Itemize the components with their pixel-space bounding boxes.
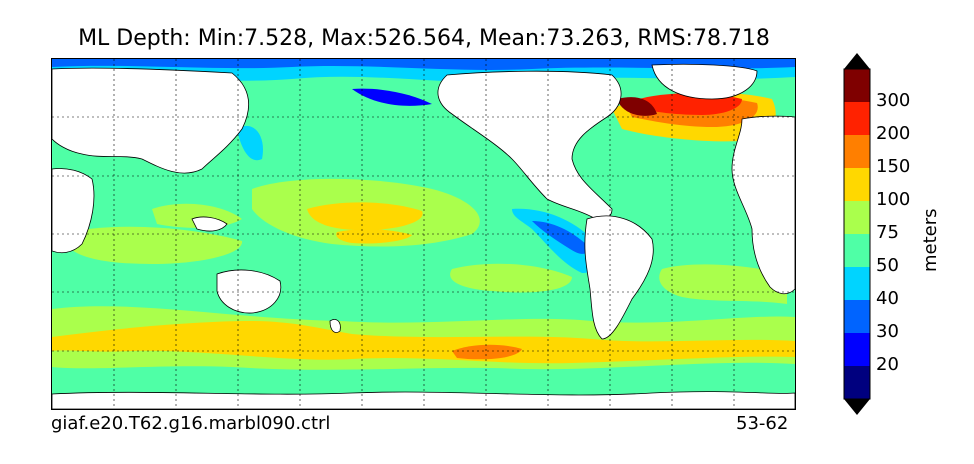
colorbar-segment-lt20: [844, 366, 870, 399]
europe-africa-land: [731, 115, 795, 295]
kuroshio-shallow-strip: [237, 125, 263, 161]
colorbar-units-label: meters: [920, 208, 941, 272]
case-name-label: giaf.e20.T62.g16.marbl090.ctrl: [51, 413, 331, 434]
new-zealand-land: [329, 319, 341, 333]
arctic-deep-blue-patches: [52, 59, 795, 70]
colorbar-tick-20: 20: [876, 354, 899, 375]
south-indian-yellow-green-patch: [62, 226, 243, 264]
colorbar-segment-150-200: [844, 135, 870, 168]
colorbar-segment-100-150: [844, 168, 870, 201]
colorbar-frame: [843, 68, 871, 400]
north-pacific-coastal-deep: [352, 88, 432, 106]
indonesia-land: [191, 216, 228, 232]
eurasia-west-land: [52, 67, 249, 174]
eastern-pacific-shallow-strip: [512, 208, 597, 274]
colorbar-segment-20-30: [844, 333, 870, 366]
south-america-land: [584, 215, 654, 340]
colorbar-tick-30: 30: [876, 321, 899, 342]
colorbar-segment-200-300: [844, 102, 870, 135]
southern-ocean-orange-patch: [452, 344, 522, 360]
colorbar-segment-30-40: [844, 300, 870, 333]
colorbar-segment-gt300: [844, 69, 870, 102]
colorbar-tick-50: 50: [876, 255, 899, 276]
australia-land: [216, 269, 282, 314]
colorbar-tick-150: 150: [876, 156, 911, 177]
colorbar-top-arrow: [844, 53, 870, 69]
greenland-land: [651, 63, 758, 100]
colorbar-tick-100: 100: [876, 189, 911, 210]
mixed-layer-depth-map: [51, 58, 796, 410]
colorbar-tick-75: 75: [876, 222, 899, 243]
chart-title: ML Depth: Min:7.528, Max:526.564, Mean:7…: [78, 26, 770, 51]
colorbar-tick-200: 200: [876, 123, 911, 144]
south-atlantic-yellow-green-patch: [659, 264, 787, 304]
colorbar-segment-75-100: [844, 201, 870, 234]
years-label: 53-62: [736, 413, 789, 434]
colorbar-bottom-arrow: [844, 399, 870, 415]
colorbar-segment-40-50: [844, 267, 870, 300]
antarctica-land: [52, 391, 795, 409]
labrador-sea-darkred-zone: [617, 97, 657, 116]
colorbar-tick-300: 300: [876, 90, 911, 111]
colorbar-segment-50-75: [844, 234, 870, 267]
north-america-land: [437, 70, 622, 220]
equatorial-pacific-yellow-patch-2: [336, 229, 412, 244]
africa-east-land: [52, 168, 95, 254]
colorbar-tick-40: 40: [876, 288, 899, 309]
southern-ocean-yellow-band: [52, 321, 795, 364]
colorbar: [842, 53, 872, 415]
eastern-pacific-deep-strip: [532, 221, 588, 254]
south-pacific-yellow-green-patch: [450, 263, 572, 293]
equatorial-pacific-yellow-patch: [307, 202, 423, 231]
